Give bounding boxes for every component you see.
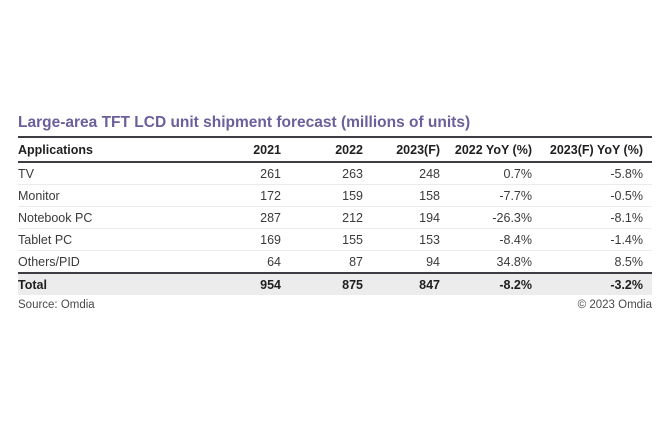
header-row: Applications 2021 2022 2023(F) 2022 YoY …	[18, 138, 652, 163]
table-cell: -7.7%	[440, 184, 532, 207]
table-cell: 172	[205, 184, 281, 207]
table-cell: -5.8%	[532, 162, 652, 185]
table-cell: 158	[363, 184, 440, 207]
column-header-2023f: 2023(F)	[363, 138, 440, 163]
table-cell-total: Total	[18, 272, 205, 295]
table-row-tv: TV 261 263 248 0.7% -5.8%	[18, 162, 652, 185]
table-cell: 64	[205, 250, 281, 274]
column-header-2023f-yoy: 2023(F) YoY (%)	[532, 138, 652, 163]
table-cell-total: 954	[205, 272, 281, 295]
table-cell-total: -8.2%	[440, 272, 532, 295]
column-header-2021: 2021	[205, 138, 281, 163]
table-row-tablet-pc: Tablet PC 169 155 153 -8.4% -1.4%	[18, 228, 652, 251]
table-cell: 263	[281, 162, 363, 185]
column-header-2022: 2022	[281, 138, 363, 163]
table-cell: 248	[363, 162, 440, 185]
table-cell: -26.3%	[440, 206, 532, 229]
table-cell: Monitor	[18, 184, 205, 207]
table-cell: 159	[281, 184, 363, 207]
table-row-others-pid: Others/PID 64 87 94 34.8% 8.5%	[18, 250, 652, 274]
table-row-notebook-pc: Notebook PC 287 212 194 -26.3% -8.1%	[18, 206, 652, 229]
table-cell: 153	[363, 228, 440, 251]
table-cell: -0.5%	[532, 184, 652, 207]
table-cell: -8.4%	[440, 228, 532, 251]
table-row-monitor: Monitor 172 159 158 -7.7% -0.5%	[18, 184, 652, 207]
figure-title: Large-area TFT LCD unit shipment forecas…	[18, 114, 652, 138]
table-cell: 194	[363, 206, 440, 229]
table-cell: 212	[281, 206, 363, 229]
table-cell: -1.4%	[532, 228, 652, 251]
table-cell: 94	[363, 250, 440, 274]
table-cell-total: 847	[363, 272, 440, 295]
table-cell: 34.8%	[440, 250, 532, 274]
table-cell-total: 875	[281, 272, 363, 295]
forecast-table: Applications 2021 2022 2023(F) 2022 YoY …	[18, 138, 652, 295]
table-cell: TV	[18, 162, 205, 185]
copyright-label: © 2023 Omdia	[577, 299, 652, 311]
table-cell: Others/PID	[18, 250, 205, 274]
table-cell: 155	[281, 228, 363, 251]
table-cell-total: -3.2%	[532, 272, 652, 295]
table-cell: 261	[205, 162, 281, 185]
table-row-total: Total 954 875 847 -8.2% -3.2%	[18, 272, 652, 295]
table-cell: 87	[281, 250, 363, 274]
forecast-table-figure: Large-area TFT LCD unit shipment forecas…	[18, 114, 652, 311]
column-header-applications: Applications	[18, 138, 205, 163]
table-cell: 0.7%	[440, 162, 532, 185]
table-cell: 287	[205, 206, 281, 229]
table-cell: Tablet PC	[18, 228, 205, 251]
table-cell: 169	[205, 228, 281, 251]
source-label: Source: Omdia	[18, 299, 95, 311]
column-header-2022-yoy: 2022 YoY (%)	[440, 138, 532, 163]
table-cell: -8.1%	[532, 206, 652, 229]
table-cell: Notebook PC	[18, 206, 205, 229]
table-cell: 8.5%	[532, 250, 652, 274]
figure-footer: Source: Omdia © 2023 Omdia	[18, 299, 652, 311]
